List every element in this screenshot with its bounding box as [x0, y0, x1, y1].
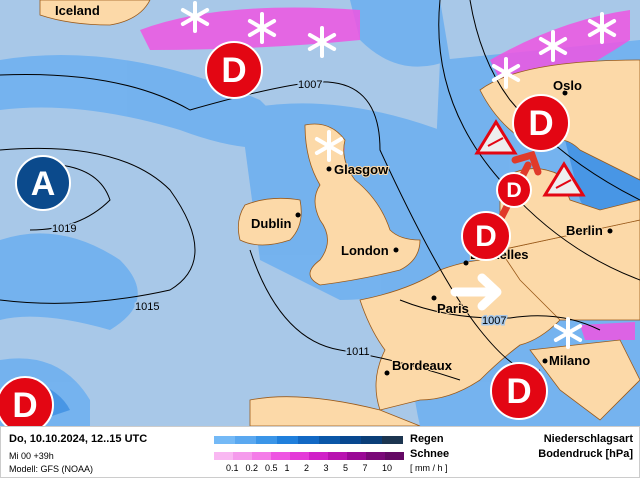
svg-text:1015: 1015: [135, 301, 159, 313]
svg-text:D: D: [506, 372, 531, 411]
city-labels: Glasgow Dublin London Bruxelles Paris Be…: [250, 77, 613, 376]
rain-scale-swatch: [361, 436, 382, 444]
high-pressure-marker: A: [15, 155, 71, 211]
svg-text:A: A: [31, 165, 56, 203]
scale-tick: 7: [362, 463, 368, 473]
rain-scale-swatch: [277, 436, 298, 444]
snow-label: Schnee: [410, 448, 450, 460]
rain-scale-swatch: [298, 436, 319, 444]
low-pressure-marker: D: [496, 172, 532, 208]
rain-scale-swatch: [235, 436, 256, 444]
svg-text:1007: 1007: [298, 79, 322, 91]
snow-scale-swatch: [233, 452, 252, 460]
isobars: [0, 0, 640, 381]
svg-text:D: D: [506, 178, 521, 202]
svg-text:Paris: Paris: [437, 301, 469, 316]
legend: Do, 10.10.2024, 12..15 UTC Mi 00 +39h Mo…: [0, 426, 640, 478]
snow-scale-swatch: [271, 452, 290, 460]
rain-scale-swatch: [214, 436, 235, 444]
scale-tick: 0.5: [265, 463, 278, 473]
scale-tick: 2: [304, 463, 310, 473]
scale-tick: 3: [323, 463, 329, 473]
unit-label: [ mm / h ]: [410, 463, 448, 473]
low-pressure-marker: D: [0, 376, 54, 426]
storm-warning-icon: [542, 161, 586, 197]
low-pressure-marker: D: [512, 94, 570, 152]
iceland-land: [39, 0, 151, 26]
svg-text:1007: 1007: [482, 315, 506, 327]
rain-scale-swatch: [319, 436, 340, 444]
svg-text:D: D: [475, 220, 497, 253]
snow-scale-swatch: [290, 452, 309, 460]
svg-text:Glasgow: Glasgow: [334, 162, 389, 177]
legend-title-pressure: Bodendruck [hPa]: [538, 448, 633, 460]
svg-text:Dublin: Dublin: [251, 216, 291, 231]
low-pressure-marker: D: [461, 211, 511, 261]
scale-tick: 1: [284, 463, 290, 473]
movement-arrow-icon: [450, 273, 502, 311]
model-run: Mi 00 +39h: [9, 451, 54, 461]
snow-scale-swatch: [309, 452, 328, 460]
model-name: Modell: GFS (NOAA): [9, 464, 94, 474]
snowflake-icon: [587, 12, 617, 44]
isobar-labels: 1007 1019 1015 1011 1007: [51, 78, 508, 360]
snow-scale-swatch: [347, 452, 366, 460]
low-pressure-marker: D: [490, 362, 548, 420]
svg-text:1019: 1019: [52, 223, 76, 235]
rain-scale-swatch: [340, 436, 361, 444]
svg-text:D: D: [528, 104, 553, 143]
scale-tick: 0.1: [226, 463, 239, 473]
snowflake-icon: [307, 26, 337, 58]
svg-text:Milano: Milano: [549, 353, 590, 368]
forecast-datetime: Do, 10.10.2024, 12..15 UTC: [9, 433, 148, 445]
low-pressure-marker: D: [205, 41, 263, 99]
snow-scale-swatch: [385, 452, 404, 460]
italy-land: [529, 339, 640, 421]
rain-scale-swatch: [382, 436, 403, 444]
svg-text:Berlin: Berlin: [566, 223, 603, 238]
svg-text:1011: 1011: [346, 346, 370, 358]
snowflake-icon: [180, 1, 210, 33]
region-label-iceland: Iceland: [55, 3, 100, 18]
svg-text:London: London: [341, 243, 389, 258]
snow-color-scale: [214, 452, 404, 460]
scale-tick: 10: [382, 463, 393, 473]
great-britain-land: [304, 123, 421, 286]
snow-scale-swatch: [366, 452, 385, 460]
rain-label: Regen: [410, 433, 444, 445]
ireland-land: [237, 197, 302, 246]
snow-symbols: [180, 1, 617, 349]
legend-title-precip-type: Niederschlagsart: [543, 433, 633, 445]
svg-text:Oslo: Oslo: [553, 78, 582, 93]
snowflake-icon: [538, 30, 568, 62]
snowflake-icon: [247, 12, 277, 44]
snowflake-icon: [553, 317, 583, 349]
scale-tick: 5: [343, 463, 349, 473]
iberia-land: [249, 396, 421, 426]
snow-scale-swatch: [214, 452, 233, 460]
svg-text:Bordeaux: Bordeaux: [392, 358, 453, 373]
svg-text:D: D: [12, 386, 37, 425]
storm-warning-icon: [474, 119, 518, 155]
rain-color-scale: [214, 436, 403, 444]
scale-tick: 0.2: [245, 463, 259, 473]
snow-scale-swatch: [328, 452, 347, 460]
snow-scale-swatch: [252, 452, 271, 460]
snowflake-icon: [314, 130, 344, 162]
svg-text:D: D: [221, 51, 246, 90]
weather-map: 1007 1019 1015 1011 1007 Iceland Glasgow…: [0, 0, 640, 426]
snowflake-icon: [491, 57, 521, 89]
rain-scale-swatch: [256, 436, 277, 444]
